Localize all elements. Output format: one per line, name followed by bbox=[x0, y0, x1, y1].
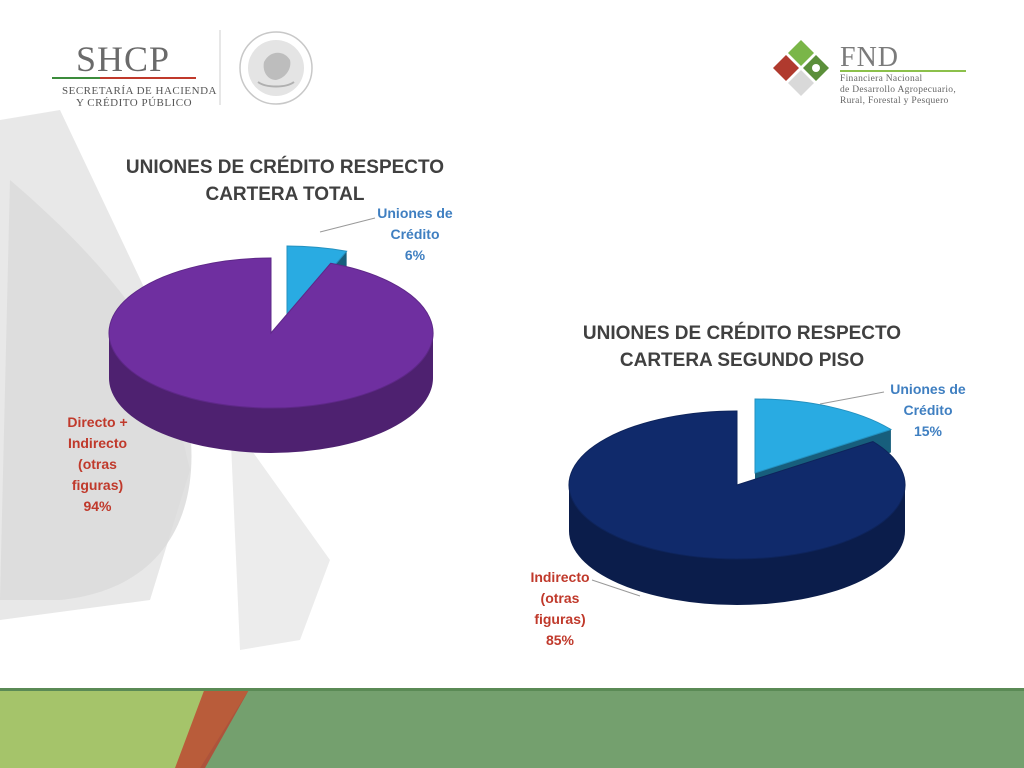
chart2-slice-label-uniones: Uniones de Crédito 15% bbox=[873, 379, 983, 442]
shcp-subtitle-line2: Y CRÉDITO PÚBLICO bbox=[76, 97, 193, 109]
slice-label-line: (otras bbox=[78, 456, 117, 472]
slice-label-line: Uniones de bbox=[377, 205, 453, 221]
mexico-coat-of-arms-icon bbox=[239, 31, 313, 105]
slice-side-wall bbox=[569, 485, 905, 605]
slice-side-wall bbox=[109, 333, 433, 453]
chart2-slice-label-indirecto: Indirecto (otras figuras) 85% bbox=[510, 567, 610, 651]
chart2-title-line1: UNIONES DE CRÉDITO RESPECTO bbox=[582, 323, 902, 344]
chart1-slice-label-directo-indirecto: Directo + Indirecto (otras figuras) 94% bbox=[50, 412, 145, 517]
slice-label-line: figuras) bbox=[534, 611, 586, 627]
chart2-leader-line-indirecto bbox=[591, 579, 641, 597]
chart1-pie bbox=[108, 245, 434, 453]
fnd-logo-text: FND bbox=[840, 42, 900, 73]
slice-top-face bbox=[568, 410, 906, 560]
slice-label-line: Indirecto bbox=[67, 435, 128, 451]
fnd-subtitle-line3: Rural, Forestal y Pesquero bbox=[840, 96, 949, 106]
chart1-leader-line bbox=[319, 217, 376, 233]
slice-top-face bbox=[108, 257, 434, 409]
slice-value-label: 85% bbox=[545, 632, 575, 648]
slice-label-line: Crédito bbox=[903, 402, 953, 418]
chart2-slice-main bbox=[568, 410, 906, 605]
chart1-slice-label-uniones: Uniones de Crédito 6% bbox=[360, 203, 470, 266]
slice-label-line: (otras bbox=[540, 590, 580, 606]
fnd-subtitle-line2: de Desarrollo Agropecuario, bbox=[840, 85, 956, 95]
chart1-slice-main bbox=[108, 257, 434, 453]
chart1-title: UNIONES DE CRÉDITO RESPECTO CARTERA TOTA… bbox=[100, 154, 470, 208]
chart2-pie bbox=[568, 398, 906, 605]
chart2-title-line2: CARTERA SEGUNDO PISO bbox=[619, 350, 865, 371]
shcp-subtitle-line1: SECRETARÍA DE HACIENDA bbox=[62, 85, 217, 97]
fnd-logo-icon bbox=[770, 36, 832, 96]
slice-value-label: 15% bbox=[913, 423, 943, 439]
slice-label-line: Indirecto bbox=[530, 569, 590, 585]
slice-label-line: Crédito bbox=[390, 226, 440, 242]
shcp-logo-text: SHCP bbox=[76, 39, 171, 79]
slice-label-line: figuras) bbox=[71, 477, 124, 493]
slice-value-label: 6% bbox=[404, 247, 426, 263]
fnd-subtitle-line1: Financiera Nacional bbox=[840, 74, 923, 84]
chart1-title-line2: CARTERA TOTAL bbox=[205, 184, 365, 205]
slice-value-label: 94% bbox=[83, 498, 112, 514]
chart2-title: UNIONES DE CRÉDITO RESPECTO CARTERA SEGU… bbox=[557, 320, 927, 374]
slice-label-line: Directo + bbox=[67, 414, 128, 430]
slice-top-face bbox=[754, 398, 893, 474]
chart2-leader-line-uniones bbox=[819, 391, 885, 405]
slice-label-line: Uniones de bbox=[890, 381, 966, 397]
chart1-title-line1: UNIONES DE CRÉDITO RESPECTO bbox=[125, 157, 445, 178]
